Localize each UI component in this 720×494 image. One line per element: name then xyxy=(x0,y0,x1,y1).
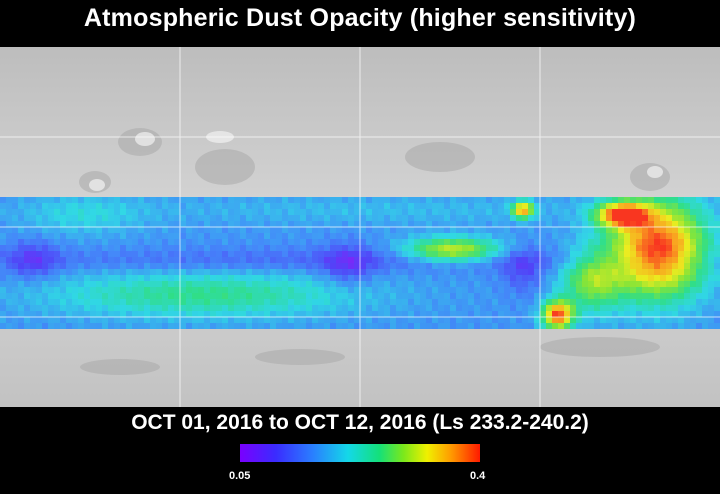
page-title: Atmospheric Dust Opacity (higher sensiti… xyxy=(83,4,637,32)
dust-opacity-heatmap xyxy=(0,197,720,329)
color-scale-bar xyxy=(240,444,480,462)
color-scale-min-label: 0.05 xyxy=(229,470,251,482)
grid-lines xyxy=(0,47,720,407)
date-range-label: OCT 01, 2016 to OCT 12, 2016 (Ls 233.2-2… xyxy=(131,411,589,434)
color-scale-max-label: 0.4 xyxy=(470,470,486,482)
mars-dust-map xyxy=(0,47,720,407)
